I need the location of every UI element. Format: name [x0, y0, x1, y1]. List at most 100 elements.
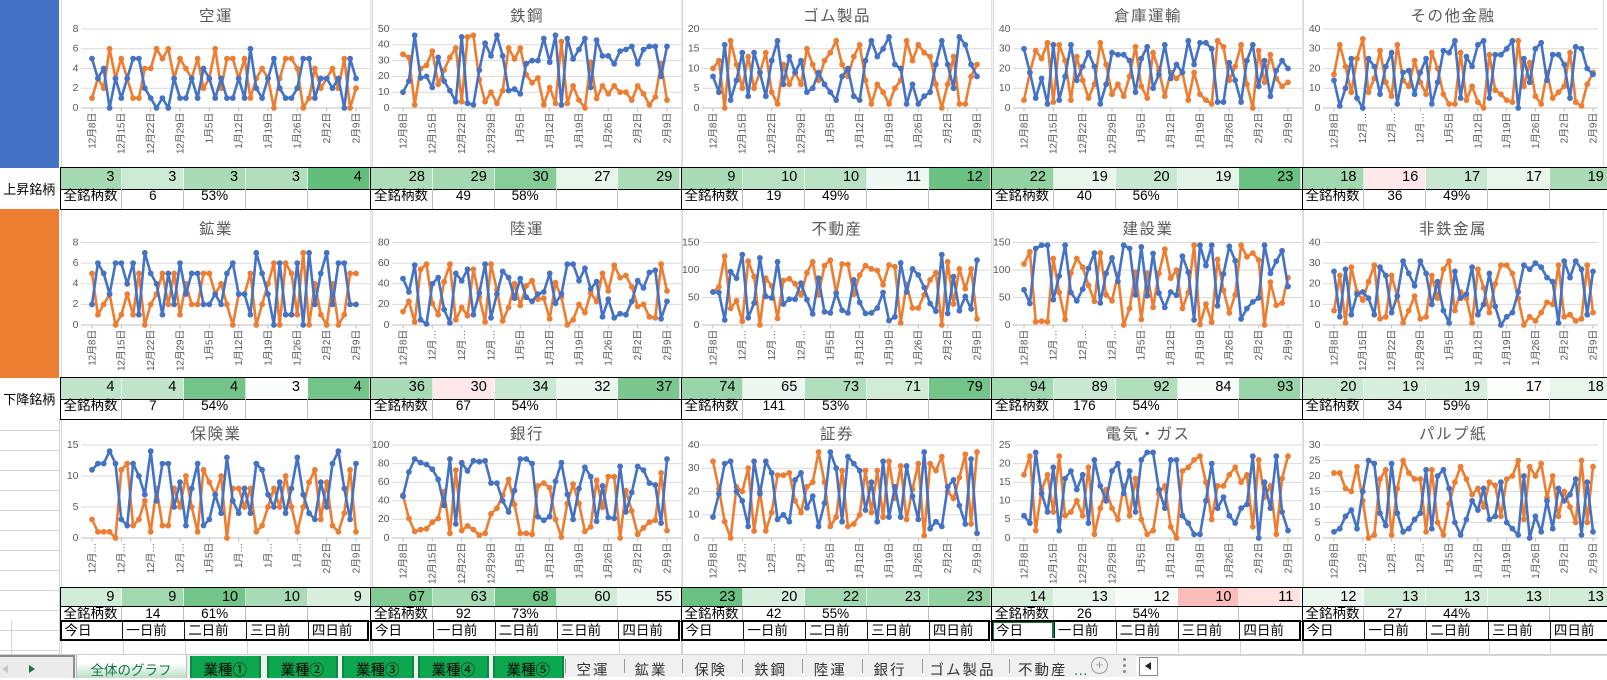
- svg-text:1月12日: 1月12日: [1165, 113, 1177, 149]
- svg-text:0: 0: [1315, 102, 1321, 114]
- svg-text:20: 20: [998, 62, 1010, 74]
- svg-text:2月2日: 2月2日: [1559, 543, 1571, 573]
- svg-text:12月15日: 12月15日: [1357, 330, 1369, 371]
- svg-text:12月…: 12月…: [737, 543, 749, 573]
- svg-text:2月9日: 2月9日: [661, 543, 673, 573]
- svg-text:0: 0: [1004, 102, 1010, 114]
- svg-text:1月5日: 1月5日: [514, 113, 526, 143]
- svg-text:1月5日: 1月5日: [825, 330, 837, 360]
- svg-text:12月8日: 12月8日: [397, 330, 409, 366]
- svg-text:12月8日: 12月8日: [1328, 113, 1340, 149]
- svg-text:12月29日: 12月29日: [485, 113, 497, 154]
- svg-text:12月…: 12月…: [456, 330, 468, 360]
- svg-text:1月12日: 1月12日: [1472, 113, 1484, 149]
- svg-text:1月5日: 1月5日: [204, 330, 216, 360]
- svg-text:5: 5: [1004, 513, 1010, 525]
- svg-text:ゴム製品: ゴム製品: [803, 6, 871, 25]
- svg-text:12月…: 12月…: [1106, 330, 1118, 360]
- svg-text:12月8日: 12月8日: [1018, 330, 1030, 366]
- svg-text:40: 40: [1309, 236, 1321, 248]
- svg-text:12月…: 12月…: [116, 543, 128, 573]
- svg-text:1月12日: 1月12日: [544, 330, 556, 366]
- svg-text:1月19日: 1月19日: [1194, 330, 1206, 366]
- svg-text:30: 30: [377, 54, 389, 66]
- svg-text:10: 10: [1309, 501, 1321, 513]
- svg-text:1月19日: 1月19日: [573, 330, 585, 366]
- svg-text:1月12日: 1月12日: [233, 330, 245, 366]
- svg-text:0: 0: [73, 532, 79, 544]
- svg-text:鉱業: 鉱業: [199, 220, 233, 238]
- svg-text:40: 40: [377, 278, 389, 290]
- svg-text:1月5日: 1月5日: [1135, 113, 1147, 143]
- svg-text:証券: 証券: [820, 425, 854, 443]
- svg-text:150: 150: [993, 236, 1011, 248]
- svg-text:6: 6: [73, 257, 79, 269]
- svg-text:1月12日: 1月12日: [233, 113, 245, 149]
- svg-text:1月12日: 1月12日: [544, 113, 556, 149]
- svg-text:12月29日: 12月29日: [795, 113, 807, 154]
- svg-text:2月9日: 2月9日: [350, 113, 362, 143]
- svg-text:0: 0: [383, 532, 389, 544]
- svg-text:12月15日: 12月15日: [116, 113, 128, 154]
- svg-text:0: 0: [1004, 319, 1010, 331]
- svg-text:不動産: 不動産: [811, 220, 862, 238]
- svg-text:1月19日: 1月19日: [1194, 543, 1206, 579]
- svg-text:2月9日: 2月9日: [1282, 113, 1294, 143]
- svg-text:1月26日: 1月26日: [913, 330, 925, 366]
- svg-text:銀行: 銀行: [509, 425, 543, 443]
- svg-text:1月19日: 1月19日: [883, 543, 895, 579]
- svg-text:0: 0: [1315, 532, 1321, 544]
- svg-text:15: 15: [1309, 485, 1321, 497]
- svg-text:12月8日: 12月8日: [1328, 543, 1340, 579]
- svg-text:12月…: 12月…: [174, 543, 186, 573]
- svg-text:0: 0: [694, 102, 700, 114]
- svg-text:0: 0: [1315, 319, 1321, 331]
- svg-text:2月9日: 2月9日: [661, 113, 673, 143]
- svg-text:12月…: 12月…: [1357, 543, 1369, 573]
- svg-text:12月…: 12月…: [1047, 330, 1059, 360]
- svg-text:12月22日: 12月22日: [145, 113, 157, 154]
- svg-text:12月22日: 12月22日: [766, 113, 778, 154]
- svg-text:150: 150: [682, 236, 700, 248]
- svg-text:1月5日: 1月5日: [1135, 330, 1147, 360]
- svg-text:12月22日: 12月22日: [456, 113, 468, 154]
- svg-text:1月12日: 1月12日: [1165, 330, 1177, 366]
- svg-text:2月2日: 2月2日: [321, 113, 333, 143]
- svg-text:50: 50: [688, 291, 700, 303]
- svg-text:12月8日: 12月8日: [707, 113, 719, 149]
- svg-text:2月9日: 2月9日: [971, 113, 983, 143]
- svg-text:25: 25: [998, 439, 1010, 451]
- svg-text:40: 40: [377, 495, 389, 507]
- svg-text:0: 0: [694, 532, 700, 544]
- svg-text:10: 10: [688, 62, 700, 74]
- svg-text:30: 30: [998, 43, 1010, 55]
- svg-text:2月2日: 2月2日: [632, 543, 644, 573]
- svg-text:0: 0: [73, 319, 79, 331]
- svg-text:12月…: 12月…: [795, 330, 807, 360]
- svg-text:2月2日: 2月2日: [632, 330, 644, 360]
- svg-text:100: 100: [682, 264, 700, 276]
- svg-text:30: 30: [1309, 439, 1321, 451]
- svg-text:6: 6: [73, 43, 79, 55]
- svg-text:倉庫運輸: 倉庫運輸: [1113, 7, 1181, 25]
- svg-text:20: 20: [1309, 62, 1321, 74]
- svg-text:1月19日: 1月19日: [1501, 543, 1513, 579]
- svg-text:2月2日: 2月2日: [1253, 330, 1265, 360]
- svg-text:12月29日: 12月29日: [485, 543, 497, 584]
- svg-text:1月19日: 1月19日: [573, 543, 585, 579]
- svg-text:30: 30: [1309, 43, 1321, 55]
- svg-text:12月29日: 12月29日: [1106, 543, 1118, 584]
- svg-text:0: 0: [73, 102, 79, 114]
- svg-text:1月26日: 1月26日: [292, 113, 304, 149]
- svg-text:12月22日: 12月22日: [1386, 330, 1398, 371]
- svg-text:12月…: 12月…: [1386, 113, 1398, 143]
- svg-text:60: 60: [377, 476, 389, 488]
- svg-text:20: 20: [998, 457, 1010, 469]
- svg-text:2月9日: 2月9日: [971, 330, 983, 360]
- svg-text:12月29日: 12月29日: [174, 113, 186, 154]
- svg-text:2月9日: 2月9日: [350, 330, 362, 360]
- svg-text:10: 10: [377, 86, 389, 98]
- svg-text:30: 30: [1309, 257, 1321, 269]
- svg-text:40: 40: [377, 39, 389, 51]
- svg-text:建設業: 建設業: [1122, 220, 1173, 238]
